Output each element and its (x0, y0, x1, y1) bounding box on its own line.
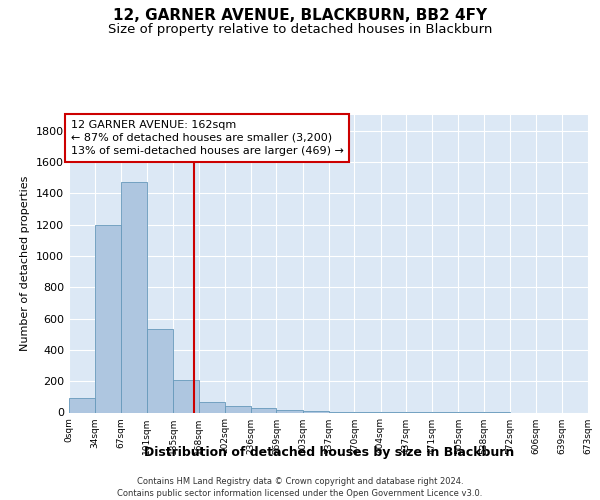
Bar (251, 408, 277, 412)
Bar (199, 402, 225, 412)
Bar (95, 224, 121, 412)
Text: 12 GARNER AVENUE: 162sqm
← 87% of detached houses are smaller (3,200)
13% of sem: 12 GARNER AVENUE: 162sqm ← 87% of detach… (71, 120, 343, 156)
Text: Contains HM Land Registry data © Crown copyright and database right 2024.: Contains HM Land Registry data © Crown c… (137, 476, 463, 486)
Bar (277, 410, 302, 412)
Text: Size of property relative to detached houses in Blackburn: Size of property relative to detached ho… (108, 22, 492, 36)
Bar (173, 380, 199, 412)
Text: Distribution of detached houses by size in Blackburn: Distribution of detached houses by size … (143, 446, 514, 459)
Text: Contains public sector information licensed under the Open Government Licence v3: Contains public sector information licen… (118, 488, 482, 498)
Text: 12, GARNER AVENUE, BLACKBURN, BB2 4FY: 12, GARNER AVENUE, BLACKBURN, BB2 4FY (113, 8, 487, 22)
Bar (69, 398, 95, 412)
Y-axis label: Number of detached properties: Number of detached properties (20, 176, 31, 352)
Bar (121, 182, 147, 412)
Bar (302, 411, 329, 412)
Bar (147, 328, 173, 412)
Bar (225, 406, 251, 412)
